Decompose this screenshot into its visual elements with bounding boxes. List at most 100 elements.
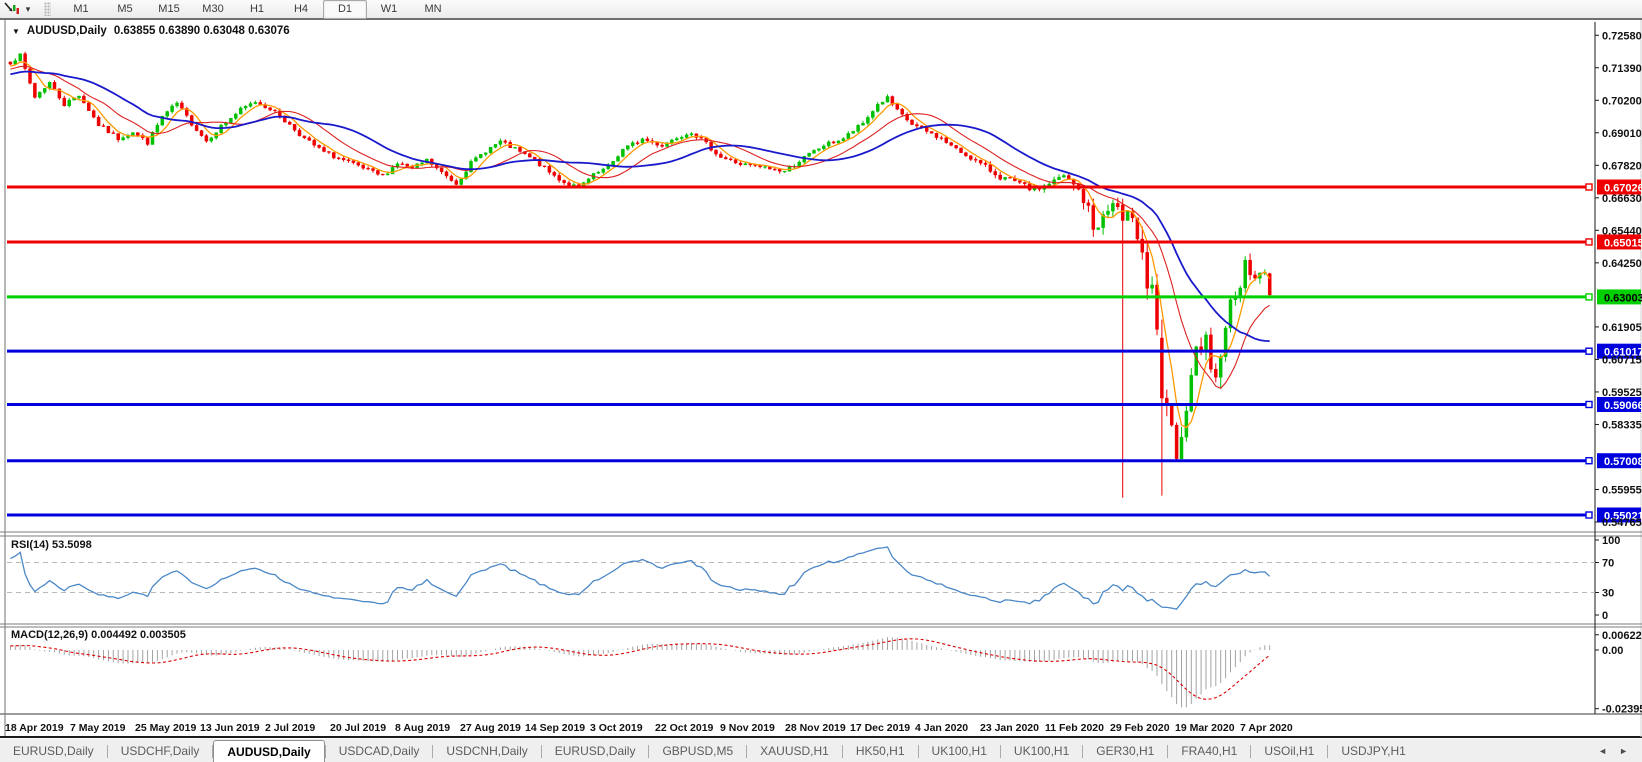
chart-tab-usdchf-daily[interactable]: USDCHF,Daily [120, 744, 200, 758]
macd-axis-label: 0.00622 [1602, 630, 1642, 642]
date-label: 20 Jul 2019 [330, 722, 386, 734]
chart-tab-uk100-h1[interactable]: UK100,H1 [1013, 744, 1070, 758]
price-line-label-box [1597, 507, 1641, 523]
price-tick-label: 0.55955 [1602, 484, 1642, 496]
date-label: 27 Aug 2019 [460, 722, 521, 734]
timeframe-button-m15[interactable]: M15 [158, 2, 180, 15]
chart-tab-ger30-h1[interactable]: GER30,H1 [1096, 744, 1155, 758]
price-line-label: 0.61017 [1604, 347, 1642, 359]
horizontal-line-0.67026[interactable]: 0.67026 [7, 179, 1642, 195]
timeframe-button-d1[interactable]: D1 [323, 0, 367, 19]
tab-separator [540, 744, 542, 758]
price-tick-label: 0.61905 [1602, 322, 1642, 334]
chart-tab-gbpusd-m5[interactable]: GBPUSD,M5 [662, 744, 734, 758]
collapse-triangle-icon[interactable]: ▼ [12, 26, 20, 36]
date-label: 18 Apr 2019 [5, 722, 64, 734]
chart-tab-eurusd-daily[interactable]: EURUSD,Daily [554, 744, 636, 758]
date-label: 2 Jul 2019 [265, 722, 315, 734]
timeframe-button-h1[interactable]: H1 [249, 2, 265, 15]
date-label: 9 Nov 2019 [720, 722, 775, 734]
chart-tab-uk100-h1[interactable]: UK100,H1 [931, 744, 987, 758]
price-tick-label: 0.58335 [1602, 419, 1642, 431]
chart-tab-usdcnh-daily[interactable]: USDCNH,Daily [446, 744, 528, 758]
horizontal-line-0.65015[interactable]: 0.65015 [7, 234, 1642, 250]
horizontal-line-0.63003[interactable]: 0.63003 [7, 289, 1642, 305]
date-label: 28 Nov 2019 [785, 722, 846, 734]
price-tick-label: 0.66630 [1602, 193, 1642, 205]
chart-cursor-icon[interactable] [2, 1, 22, 17]
chart-tab-usdjpy-h1[interactable]: USDJPY,H1 [1341, 744, 1406, 758]
price-line-label-box [1597, 234, 1641, 250]
chart-window: 0.67026 0.65015 0.63003 0.61017 0.59066 0.570… [0, 20, 1642, 738]
rsi-axis-label: 0 [1602, 610, 1608, 622]
tabs-scroll-right-icon[interactable]: ► [1619, 746, 1628, 756]
price-line-label-box [1597, 396, 1641, 412]
price-line-label-box [1597, 453, 1641, 469]
price-line-label: 0.65015 [1604, 237, 1642, 249]
horizontal-line-0.61017[interactable]: 0.61017 [7, 343, 1642, 359]
timeframe-button-h4[interactable]: H4 [293, 2, 309, 15]
timeframe-button-m5[interactable]: M5 [117, 2, 133, 15]
price-tick-label: 0.71390 [1602, 63, 1642, 75]
rsi-axis-label: 70 [1602, 558, 1614, 570]
timeframe-buttons: M1 M5 M15 M30 H1 H4 D1 W1 MN [59, 0, 455, 19]
price-tick-label: 0.70200 [1602, 95, 1642, 107]
date-label: 17 Dec 2019 [850, 722, 910, 734]
date-label: 8 Aug 2019 [395, 722, 450, 734]
tab-separator [999, 744, 1001, 758]
date-label: 25 May 2019 [135, 722, 196, 734]
price-line-label: 0.67026 [1604, 183, 1642, 195]
price-axis[interactable]: 0.72580 0.71390 0.70200 0.69010 0.67820 0.666… [1595, 30, 1642, 529]
price-tick-label: 0.72580 [1602, 30, 1642, 42]
chart-tab-fra40-h1[interactable]: FRA40,H1 [1181, 744, 1238, 758]
tab-separator [1082, 744, 1084, 758]
horizontal-line-0.59066[interactable]: 0.59066 [7, 396, 1642, 412]
price-line-label-box [1597, 179, 1641, 195]
cursor-dropdown-caret-icon[interactable]: ▾ [25, 3, 31, 14]
candlesticks [8, 51, 1272, 498]
rsi-pane: 100 70 30 0 [7, 535, 1620, 622]
tabs-scroll-left-icon[interactable]: ◄ [1598, 746, 1608, 756]
tab-separator [746, 744, 748, 758]
price-tick-label: 0.54765 [1602, 517, 1642, 529]
tab-separator [841, 744, 843, 758]
chart-plot[interactable]: 0.67026 0.65015 0.63003 0.61017 0.59066 0.570… [0, 20, 1642, 738]
tab-separator [324, 744, 326, 758]
price-tick-label: 0.59525 [1602, 387, 1642, 399]
date-label: 13 Jun 2019 [200, 722, 260, 734]
price-tick-label: 0.67820 [1602, 160, 1642, 172]
date-label: 29 Feb 2020 [1110, 722, 1170, 734]
chart-tab-audusd-daily[interactable]: AUDUSD,Daily [213, 740, 325, 762]
date-label: 22 Oct 2019 [655, 722, 714, 734]
horizontal-line-0.57008[interactable]: 0.57008 [7, 453, 1642, 469]
chart-tab-xauusd-h1[interactable]: XAUUSD,H1 [760, 744, 829, 758]
chart-tabs-bar: EURUSD,Daily USDCHF,Daily AUDUSD,Daily USDC… [0, 738, 1642, 762]
timeframe-button-w1[interactable]: W1 [380, 2, 398, 15]
chart-tab-hk50-h1[interactable]: HK50,H1 [855, 744, 905, 758]
timeframe-button-mn[interactable]: MN [424, 2, 442, 15]
moving-average-25 [10, 70, 1270, 342]
date-label: 23 Jan 2020 [980, 722, 1039, 734]
chart-tab-eurusd-daily[interactable]: EURUSD,Daily [13, 744, 94, 758]
date-label: 4 Jan 2020 [915, 722, 968, 734]
price-line-label-box [1597, 289, 1641, 305]
tab-separator [212, 744, 214, 758]
timeframe-button-m30[interactable]: M30 [202, 2, 224, 15]
chart-tab-usoil-h1[interactable]: USOil,H1 [1264, 744, 1315, 758]
chart-tab-usdcad-daily[interactable]: USDCAD,Daily [338, 744, 420, 758]
rsi-axis-label: 100 [1602, 535, 1620, 547]
timeframe-button-m1[interactable]: M1 [73, 2, 89, 15]
price-line-label: 0.63003 [1604, 292, 1642, 304]
price-line-label: 0.57008 [1604, 456, 1642, 468]
date-axis[interactable]: 18 Apr 2019 7 May 2019 25 May 2019 13 Jun 2… [5, 722, 1293, 734]
macd-axis-label: 0.00 [1602, 645, 1623, 657]
tab-separator [432, 744, 434, 758]
date-label: 7 May 2019 [70, 722, 126, 734]
rsi-indicator-label: RSI(14) 53.5098 [11, 539, 92, 551]
chart-title[interactable]: ▼ AUDUSD,Daily 0.63855 0.63890 0.63048 0… [12, 25, 290, 37]
symbol-label: AUDUSD,Daily [26, 25, 107, 37]
horizontal-line-0.55021[interactable]: 0.55021 [7, 507, 1642, 523]
price-tick-label: 0.65440 [1602, 225, 1642, 237]
tab-separator [648, 744, 650, 758]
